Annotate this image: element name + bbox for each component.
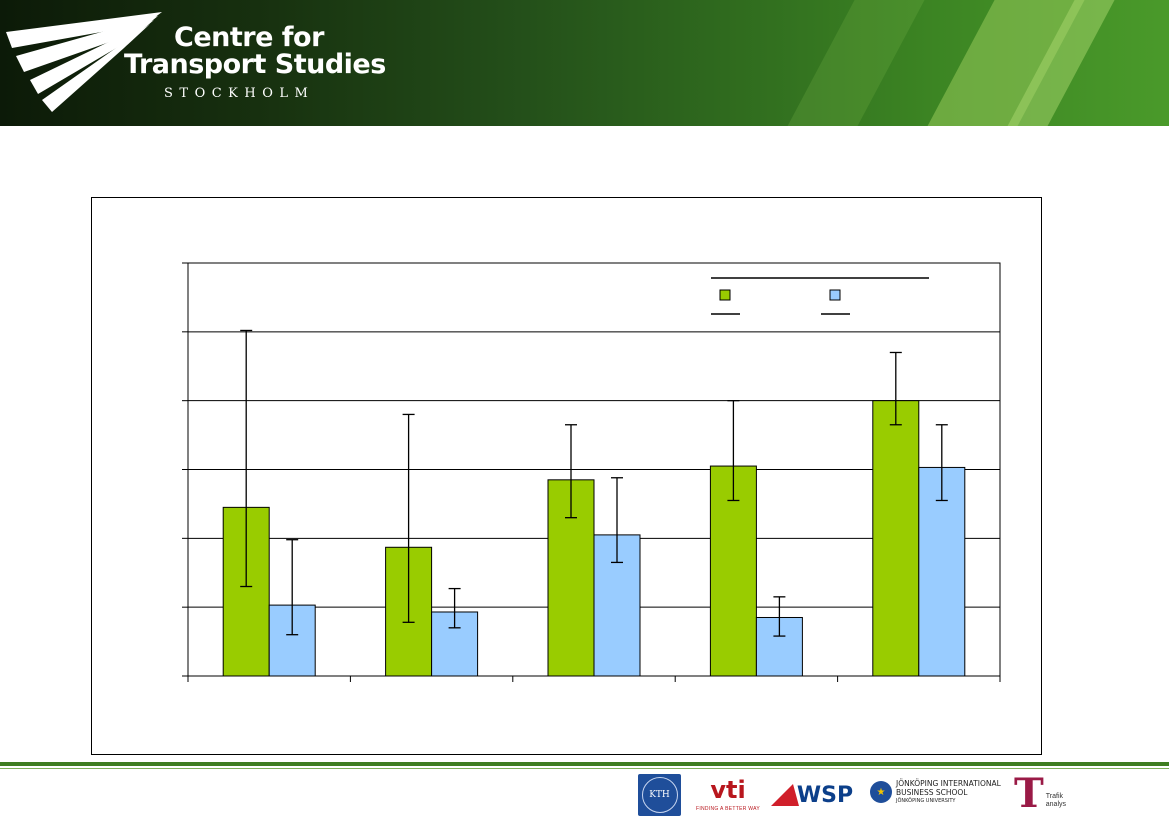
kth-logo: KTH [638,774,681,816]
brand-title: Centre for Transport Studies [124,24,386,78]
bar [872,400,920,677]
wsp-logo-text: WSP [796,782,854,808]
brand-title-line1: Centre for [174,22,324,53]
header-banner: Centre for Transport Studies STOCKHOLM [0,0,1169,126]
brand-title-line2: Transport Studies [124,49,386,80]
eu-star-icon: ★ [870,781,892,803]
chart-frame [91,197,1042,755]
jibs-line1: JÖNKÖPING INTERNATIONAL [896,778,1001,788]
jibs-line3: JÖNKÖPING UNIVERSITY [896,797,956,804]
legend-swatch [829,289,841,301]
brand-subtitle: STOCKHOLM [164,86,315,101]
bar-chart [182,262,1001,682]
wsp-logo: WSP [770,778,858,812]
kth-crest-icon: KTH [641,777,678,813]
trafikanalys-mark-icon: T [1014,770,1044,817]
trafikanalys-logo: T Trafik analys [1014,773,1072,815]
legend-swatch [719,289,731,301]
vti-logo: vti FINDING A BETTER WAY [694,774,762,816]
footer-divider [0,762,1169,766]
kth-logo-text: KTH [649,790,670,800]
cts-logo-icon [6,12,162,112]
footer-divider-thin [0,768,1169,769]
trafikanalys-line1: Trafik [1045,793,1064,800]
jibs-logo: ★ JÖNKÖPING INTERNATIONAL BUSINESS SCHOO… [870,770,1002,814]
jibs-line2: BUSINESS SCHOOL [896,787,968,797]
vti-logo-text: vti [710,776,746,804]
banner-stripe [774,0,936,126]
legend [711,278,929,314]
bar [918,466,966,677]
vti-tagline: FINDING A BETTER WAY [695,806,761,812]
trafikanalys-line2: analys [1045,801,1066,808]
